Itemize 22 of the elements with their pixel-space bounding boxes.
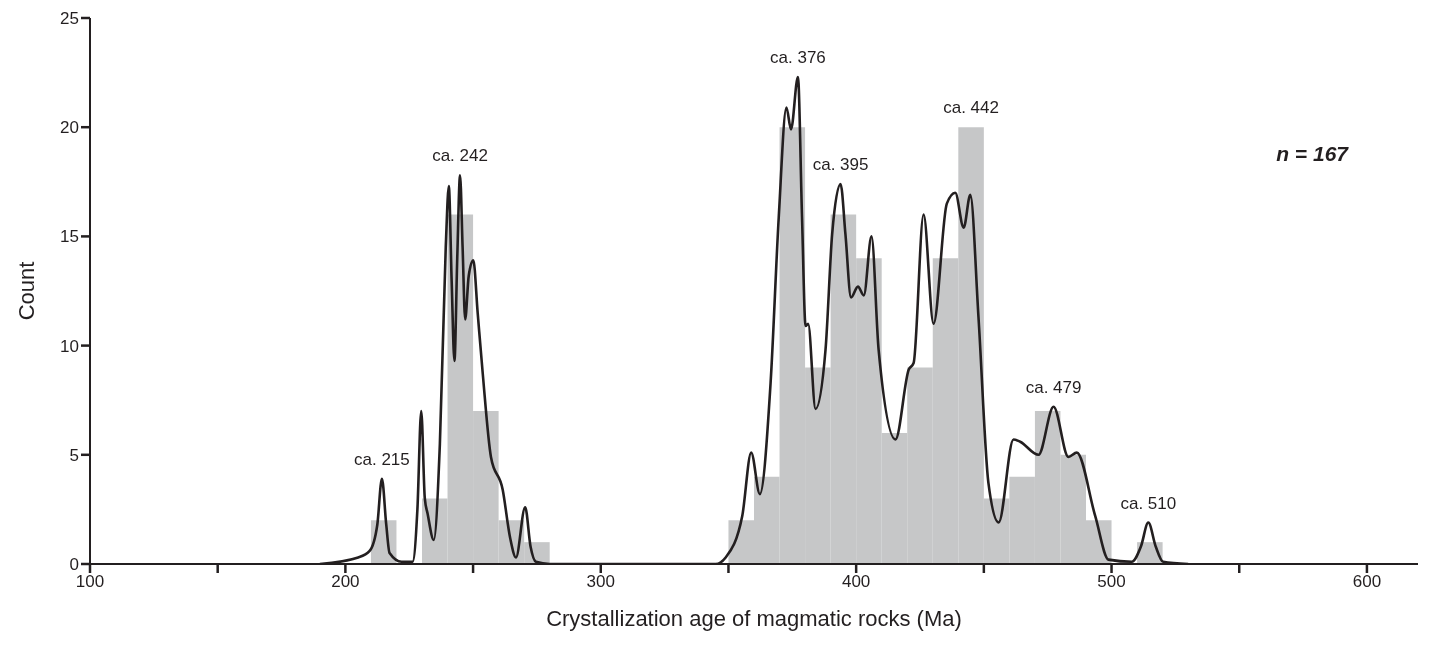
- annotation: ca. 510: [1120, 493, 1177, 513]
- y-tick-label: 0: [69, 555, 79, 575]
- annotation: ca. 215: [354, 449, 410, 469]
- annotation: n = 167: [1276, 142, 1348, 166]
- y-tick-label: 15: [60, 227, 79, 247]
- x-tick-label: 400: [841, 572, 871, 592]
- annotation: ca. 479: [1025, 377, 1082, 397]
- y-tick-label: 10: [60, 336, 79, 356]
- y-tick-label: 25: [60, 9, 79, 29]
- annotation: ca. 442: [943, 98, 999, 118]
- y-axis-title: Count: [13, 261, 39, 321]
- annotation: ca. 242: [432, 146, 488, 166]
- y-tick-label: 20: [60, 118, 79, 138]
- x-tick-label: 500: [1097, 572, 1126, 592]
- annotation: ca. 376: [770, 47, 826, 67]
- y-tick-label: 5: [69, 445, 79, 465]
- x-tick-label: 300: [586, 572, 615, 592]
- annotation: ca. 395: [812, 154, 869, 174]
- x-tick-label: 100: [75, 572, 105, 592]
- x-axis-title: Crystallization age of magmatic rocks (Ma): [546, 606, 962, 631]
- x-tick-label: 200: [331, 572, 360, 592]
- x-tick-label: 600: [1352, 572, 1382, 592]
